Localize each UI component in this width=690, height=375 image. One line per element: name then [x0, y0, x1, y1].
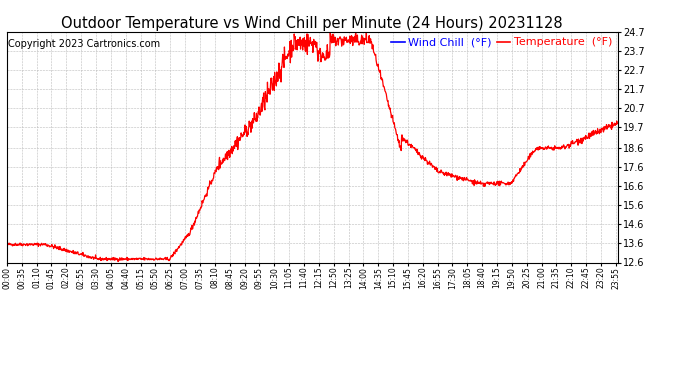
Legend: Wind Chill  (°F), Temperature  (°F): Wind Chill (°F), Temperature (°F): [391, 38, 612, 47]
Text: Copyright 2023 Cartronics.com: Copyright 2023 Cartronics.com: [8, 39, 160, 49]
Title: Outdoor Temperature vs Wind Chill per Minute (24 Hours) 20231128: Outdoor Temperature vs Wind Chill per Mi…: [61, 16, 563, 31]
